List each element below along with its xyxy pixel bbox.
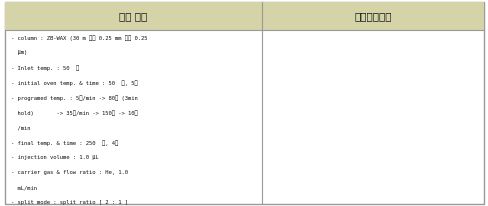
X-axis label: Time →: Time → <box>373 190 391 194</box>
Bar <box>261 2 483 30</box>
Text: - initial oven temp. & time : 50  ℃, 5분: - initial oven temp. & time : 50 ℃, 5분 <box>11 80 137 86</box>
Text: - split mode : split ratio [ 2 : 1 ]: - split mode : split ratio [ 2 : 1 ] <box>11 200 127 205</box>
Text: μm): μm) <box>11 50 27 55</box>
Bar <box>5 2 261 30</box>
Text: octanol: octanol <box>404 163 407 174</box>
Text: 2-Ethyl-furanone: 2-Ethyl-furanone <box>362 136 366 161</box>
Text: - injection volume : 1.0 μL: - injection volume : 1.0 μL <box>11 155 98 160</box>
Text: acta 2-butanol butanoic acid: acta 2-butanol butanoic acid <box>328 110 332 153</box>
Text: nonanol: nonanol <box>440 142 444 154</box>
Text: - column : ZB-WAX (30 m 길이 0.25 mm 내경 0.25: - column : ZB-WAX (30 m 길이 0.25 mm 내경 0.… <box>11 35 147 41</box>
Text: hexanoic octanone: hexanoic octanone <box>394 97 399 125</box>
Text: - carrier gas & flow ratio : He, 1.0: - carrier gas & flow ratio : He, 1.0 <box>11 170 127 175</box>
Text: - programed temp. : 5℃/min -> 80℃ (3min: - programed temp. : 5℃/min -> 80℃ (3min <box>11 95 137 101</box>
Text: 2,3-dihydroxy 1-one: 2,3-dihydroxy 1-one <box>419 128 423 158</box>
Text: /min: /min <box>11 125 30 130</box>
Text: hold)       -> 35℃/min -> 150℃ -> 10℃: hold) -> 35℃/min -> 150℃ -> 10℃ <box>11 110 137 116</box>
Text: decanoic octanoic: decanoic octanoic <box>407 89 411 116</box>
Text: 2,4'-dimethoxyacetophenone: 2,4'-dimethoxyacetophenone <box>447 55 450 99</box>
Text: mL/min: mL/min <box>11 185 37 190</box>
Text: 크로마토그램: 크로마토그램 <box>353 11 391 21</box>
Text: 2-methylbutanoyl ethyl: 2-methylbutanoyl ethyl <box>348 155 353 190</box>
Text: acetic acid 2-butoxy: acetic acid 2-butoxy <box>306 123 310 153</box>
Text: buton 2-Naphtol: buton 2-Naphtol <box>356 160 360 184</box>
Text: 분석 조건: 분석 조건 <box>119 11 147 21</box>
Text: 2,4-dihydroxyacetophenone: 2,4-dihydroxyacetophenone <box>451 81 456 123</box>
Text: - final temp. & time : 250  ℃, 4분: - final temp. & time : 250 ℃, 4분 <box>11 140 118 146</box>
Text: - Inlet temp. : 50  ℃: - Inlet temp. : 50 ℃ <box>11 65 79 71</box>
